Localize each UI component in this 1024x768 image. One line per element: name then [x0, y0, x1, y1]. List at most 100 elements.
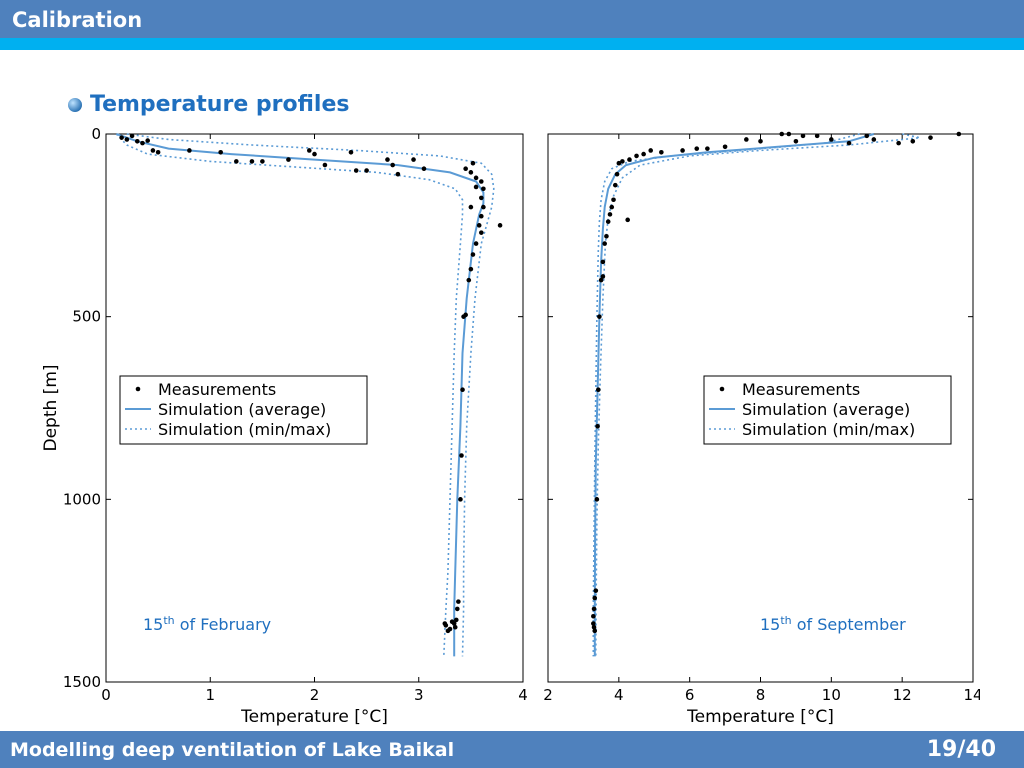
measurement-point [595, 387, 601, 393]
measurement-point [722, 144, 728, 150]
measurement-point [864, 133, 870, 139]
measurement-point [218, 149, 223, 155]
measurement-point [896, 140, 901, 146]
measurement-point [600, 274, 606, 279]
measurement-point [910, 139, 916, 144]
annotation-month: of February [175, 615, 272, 634]
title-accent-strip [0, 38, 1024, 50]
measurement-point [470, 252, 476, 257]
measurement-point [470, 160, 476, 166]
y-tick-label: 1500 [63, 673, 101, 691]
legend-label-measurements: Measurements [742, 380, 860, 399]
measurement-point [453, 617, 459, 623]
measurement-point [249, 159, 255, 164]
measurement-point [956, 131, 962, 137]
measurement-point [607, 212, 613, 217]
measurement-point [814, 133, 820, 139]
measurement-point [145, 138, 150, 143]
measurement-point [463, 166, 468, 172]
measurement-point [614, 171, 620, 177]
bullet-icon [68, 97, 82, 112]
legend-marker-measurements [135, 386, 141, 392]
legend-label-measurements: Measurements [158, 380, 276, 399]
measurement-point [620, 159, 625, 164]
legend-box [119, 375, 368, 445]
measurement-point [592, 628, 598, 634]
measurement-point [694, 146, 700, 151]
y-tick-label: 0 [91, 125, 101, 143]
x-tick-label: 2 [543, 686, 553, 704]
measurement-point [497, 223, 503, 228]
x-tick-label: 0 [101, 686, 111, 704]
measurement-point [129, 133, 135, 139]
measurement-point [459, 453, 464, 458]
x-tick-label: 3 [414, 686, 424, 704]
measurement-point [602, 241, 607, 246]
measurement-point [758, 139, 763, 144]
measurement-point [592, 595, 598, 601]
measurement-point [744, 137, 749, 142]
measurement-point [234, 159, 239, 164]
measurement-point [473, 241, 479, 246]
measurement-point [479, 213, 484, 219]
measurement-point [468, 266, 474, 272]
annotation-suffix: th [163, 614, 174, 627]
measurement-point [260, 159, 265, 164]
page-number: 19/40 [926, 737, 996, 762]
y-axis-label: Depth [m] [41, 364, 61, 451]
series-average [116, 133, 485, 657]
x-tick-label: 6 [685, 686, 695, 704]
measurement-point [611, 197, 616, 203]
measurement-point [449, 619, 455, 625]
measurement-point [348, 149, 354, 155]
measurement-point [598, 277, 604, 283]
measurement-point [390, 162, 395, 168]
series-min [115, 133, 464, 657]
x-tick-label: 2 [310, 686, 320, 704]
measurement-point [479, 179, 484, 184]
measurement-point [119, 135, 124, 140]
measurement-point [455, 606, 460, 612]
measurement-point [648, 148, 654, 153]
x-tick-label: 4 [614, 686, 624, 704]
measurement-point [466, 277, 472, 283]
measurement-point [124, 137, 130, 142]
measurement-point [634, 153, 639, 159]
legend-label-minmax: Simulation (min/max) [158, 420, 331, 439]
section-heading-text: Temperature profiles [90, 92, 350, 117]
legend-label-average: Simulation (average) [158, 400, 326, 419]
measurement-point [597, 314, 602, 319]
measurement-point [468, 204, 474, 210]
legend-box [703, 375, 952, 445]
measurement-point [846, 140, 852, 146]
y-tick-label: 1000 [63, 490, 101, 508]
measurement-point [322, 162, 328, 168]
y-tick-label: 500 [72, 308, 101, 326]
chart-september: 2 4 6 8 10 12 14 Temperature [°C] 15th of Septem… [543, 131, 980, 726]
measurement-point [150, 148, 156, 153]
measurement-point [140, 140, 145, 146]
measurement-point [476, 223, 482, 228]
measurement-point [779, 131, 785, 137]
measurement-point [473, 184, 479, 190]
measurement-point [364, 168, 369, 173]
measurement-point [928, 135, 933, 140]
measurement-point [479, 230, 484, 235]
legend-label-minmax: Simulation (min/max) [742, 420, 915, 439]
measurement-point [187, 148, 192, 153]
annotation-day: 15 [760, 615, 780, 634]
measurement-point [680, 148, 685, 153]
measurement-point [460, 387, 465, 393]
annotation-month: of September [792, 615, 906, 634]
measurement-point [452, 624, 458, 630]
measurement-point [591, 624, 597, 630]
measurement-point [458, 497, 463, 502]
measurement-point [705, 146, 710, 151]
measurement-point [600, 259, 606, 265]
measurement-point [411, 157, 416, 162]
legend-label-average: Simulation (average) [742, 400, 910, 419]
measurement-point [481, 186, 486, 192]
